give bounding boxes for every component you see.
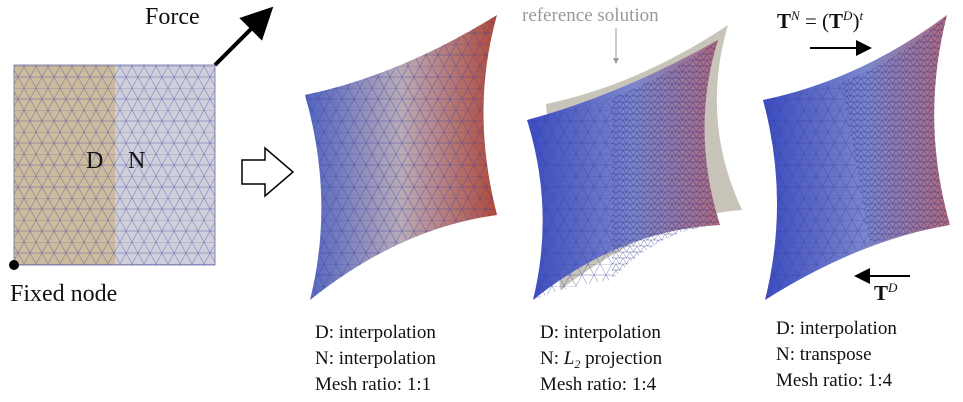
caption-part: 2 bbox=[574, 357, 580, 371]
force-label: Force bbox=[145, 4, 200, 30]
caption-line: N: L2 projection bbox=[540, 348, 663, 373]
domain-n: N bbox=[128, 148, 145, 174]
reference-label: reference solution bbox=[522, 5, 659, 26]
caption-line: Mesh ratio: 1:1 bbox=[315, 374, 431, 395]
transfer-part: D bbox=[887, 280, 898, 295]
deformed-mesh-1 bbox=[305, 15, 497, 300]
formula-part: T bbox=[829, 9, 843, 33]
caption-line: Mesh ratio: 1:4 bbox=[776, 370, 893, 391]
domain-d: D bbox=[86, 148, 103, 174]
caption-1: D: interpolation N: interpolation Mesh r… bbox=[315, 322, 436, 395]
deformed-mesh-2 bbox=[527, 25, 742, 300]
caption-line: Mesh ratio: 1:4 bbox=[540, 374, 657, 395]
figure: Force D N Fixed node reference solution … bbox=[0, 0, 963, 402]
transfer-label: TD bbox=[874, 280, 898, 305]
fixed-node bbox=[9, 260, 19, 270]
formula-part: N bbox=[790, 8, 801, 23]
formula-part: ) bbox=[852, 9, 859, 33]
caption-part: N: bbox=[540, 348, 559, 369]
formula-part: T bbox=[777, 9, 791, 33]
fixed-label: Fixed node bbox=[10, 281, 117, 307]
hollow-arrow bbox=[242, 148, 293, 196]
caption-line: N: transpose bbox=[776, 344, 872, 365]
caption-part: L bbox=[563, 348, 575, 369]
caption-line: D: interpolation bbox=[540, 322, 661, 343]
caption-line: D: interpolation bbox=[776, 318, 897, 339]
undeformed-mesh bbox=[14, 65, 215, 265]
formula-part: = ( bbox=[805, 9, 829, 33]
caption-line: D: interpolation bbox=[315, 322, 436, 343]
formula-part: t bbox=[859, 8, 863, 23]
force-arrow bbox=[215, 18, 262, 65]
caption-part: projection bbox=[585, 348, 663, 369]
formula: TN = (TD)t bbox=[777, 1, 863, 33]
transfer-part: T bbox=[874, 281, 888, 305]
formula-part: D bbox=[842, 8, 853, 23]
deformed-mesh-3 bbox=[763, 15, 950, 300]
caption-2: D: interpolation N: L2 projection Mesh r… bbox=[540, 322, 663, 395]
caption-3: D: interpolation N: transpose Mesh ratio… bbox=[776, 318, 897, 391]
caption-line: N: interpolation bbox=[315, 348, 436, 369]
